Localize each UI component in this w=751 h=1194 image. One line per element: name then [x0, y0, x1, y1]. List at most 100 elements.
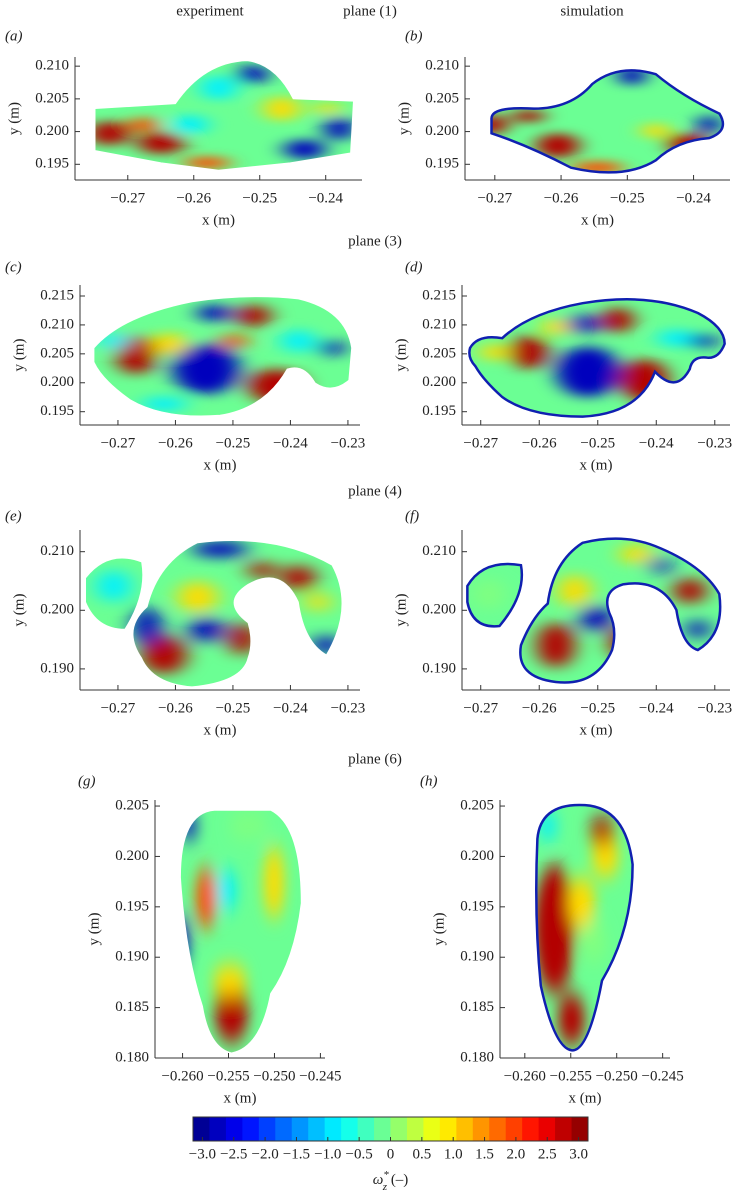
x-tick-label: −0.24 — [639, 435, 674, 451]
contour-field — [500, 800, 670, 1058]
colorbar-cell — [374, 1117, 391, 1141]
vortex-region — [306, 592, 330, 612]
field — [467, 538, 721, 683]
colorbar-tick-label: 2.5 — [538, 1146, 557, 1162]
vortex-region — [238, 64, 268, 85]
vortex-region — [152, 332, 187, 355]
x-tick-label: −0.255 — [550, 1068, 592, 1084]
vortex-region — [312, 635, 341, 655]
x-tick-label: −0.23 — [331, 435, 366, 451]
vortex-region — [689, 334, 717, 348]
vortex-region — [284, 139, 325, 160]
colorbar-tick-label: 1.0 — [444, 1146, 463, 1162]
vortex-region — [558, 574, 591, 607]
plane-title: plane (4) — [348, 483, 402, 499]
colorbar-cell — [406, 1117, 424, 1141]
y-tick-label: 0.195 — [460, 898, 494, 914]
x-tick-label: −0.26 — [522, 435, 557, 451]
vortex-region — [620, 544, 653, 564]
vortex-region — [324, 116, 354, 141]
y-tick-label: 0.210 — [40, 316, 74, 332]
colorbar-cell — [555, 1117, 573, 1141]
field — [180, 810, 302, 1053]
y-tick-label: 0.210 — [422, 543, 456, 559]
y-tick-label: 0.190 — [115, 949, 149, 965]
y-tick-label: 0.205 — [115, 797, 149, 813]
colorbar-cell — [522, 1117, 540, 1141]
outline — [86, 541, 342, 687]
panel-label: (a) — [5, 28, 23, 44]
y-tick-label: 0.215 — [40, 287, 74, 303]
vortex-region — [537, 622, 575, 668]
contour-field — [462, 530, 730, 690]
colorbar-cell — [341, 1117, 359, 1141]
x-tick-label: −0.245 — [642, 1068, 684, 1084]
plane-title: plane (1) — [343, 3, 397, 19]
colorbar-cell — [308, 1117, 326, 1141]
colorbar-tick-label: −0.5 — [346, 1146, 373, 1162]
vortex-region — [557, 993, 585, 1046]
colorbar-cell — [423, 1117, 441, 1141]
x-tick-label: −0.260 — [504, 1068, 546, 1084]
vortex-region — [138, 132, 185, 155]
subscript: z — [382, 1181, 388, 1193]
y-tick-label: 0.195 — [40, 403, 74, 419]
y-tick-label: 0.200 — [115, 848, 149, 864]
x-tick-label: −0.255 — [207, 1068, 249, 1084]
x-tick-label: −0.27 — [463, 435, 498, 451]
y-axis-label: y (m) — [396, 102, 412, 135]
vortex-region — [96, 570, 131, 602]
vortex-region — [649, 557, 672, 574]
colorbar-cell — [472, 1117, 490, 1141]
colorbar-cell — [209, 1117, 227, 1141]
colorbar-cell — [225, 1117, 243, 1141]
vortex-region — [212, 965, 247, 997]
y-tick-label: 0.185 — [115, 999, 149, 1015]
panel-label: (e) — [5, 508, 22, 524]
y-tick-label: 0.205 — [460, 797, 494, 813]
x-tick-label: −0.250 — [596, 1068, 638, 1084]
field — [536, 804, 633, 1051]
x-tick-label: −0.27 — [477, 190, 512, 206]
plane-title: plane (6) — [348, 751, 402, 767]
vortex-region — [195, 867, 217, 929]
y-tick-label: 0.180 — [115, 1049, 149, 1065]
x-tick-label: −0.23 — [697, 435, 732, 451]
y-tick-label: 0.200 — [422, 374, 456, 390]
field-blobs — [480, 307, 717, 402]
panel-label: (d) — [405, 259, 423, 275]
contour-field — [462, 285, 730, 425]
y-axis-label: y (m) — [86, 913, 102, 946]
unit: (–) — [387, 1172, 408, 1188]
vortex-region — [141, 397, 187, 411]
y-tick-label: 0.200 — [40, 374, 74, 390]
vortex-region — [536, 133, 579, 158]
x-tick-label: −0.25 — [216, 435, 251, 451]
x-tick-label: −0.27 — [101, 700, 136, 716]
colorbar-label: ω* z (–) — [373, 1169, 409, 1193]
field-blobs — [95, 64, 354, 169]
y-tick-label: 0.210 — [40, 543, 74, 559]
colorbar-cell — [258, 1117, 276, 1141]
vortex-region — [141, 635, 187, 674]
x-tick-label: −0.26 — [544, 190, 579, 206]
y-tick-label: 0.205 — [40, 345, 74, 361]
symbol: ω — [373, 1172, 384, 1188]
x-tick-label: −0.24 — [676, 190, 711, 206]
vortex-region — [480, 343, 508, 361]
y-tick-label: 0.210 — [35, 58, 69, 74]
vortex-region — [263, 846, 285, 919]
field — [85, 540, 342, 687]
column-title: experiment — [176, 3, 244, 19]
field-blobs — [99, 304, 344, 411]
colorbar-tick-label: 0.5 — [412, 1146, 431, 1162]
vortex-region — [542, 318, 570, 336]
vortex-region — [673, 578, 706, 604]
y-tick-label: 0.200 — [40, 602, 74, 618]
colorbar-tick-label: 1.5 — [475, 1146, 494, 1162]
colorbar-tick-label: −1.5 — [283, 1146, 310, 1162]
colorbar-cell — [275, 1117, 293, 1141]
y-tick-label: 0.210 — [422, 316, 456, 332]
vortex-region — [172, 343, 240, 395]
x-tick-label: −0.24 — [308, 190, 343, 206]
